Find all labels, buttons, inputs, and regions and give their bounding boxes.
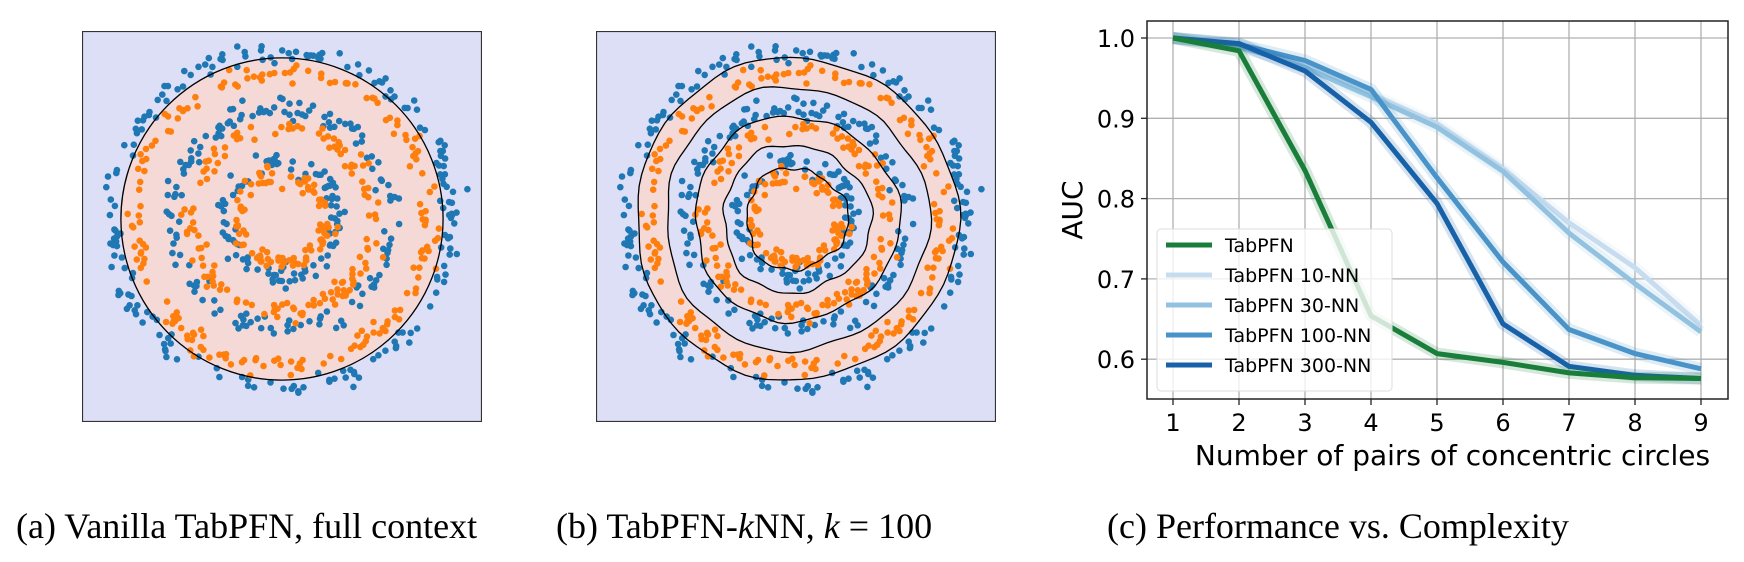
- caption-b-k: k: [737, 506, 754, 546]
- line-tabpfn-300-nn: [1172, 35, 1702, 381]
- svg-text:8: 8: [1627, 409, 1642, 437]
- x-axis-label: Number of pairs of concentric circles: [1195, 439, 1710, 472]
- svg-text:2: 2: [1231, 409, 1246, 437]
- decision-regions: [120, 57, 444, 381]
- x-axis-ticks: 1 2 3 4 5 6 7 8 9: [1165, 399, 1709, 437]
- legend-label: TabPFN 30-NN: [1224, 295, 1359, 317]
- decision-boundary: [120, 57, 444, 381]
- panel-a-decision-boundary-plot: [82, 31, 482, 422]
- legend-label: TabPFN 10-NN: [1224, 265, 1359, 287]
- svg-text:3: 3: [1297, 409, 1312, 437]
- scatter-points: [103, 43, 471, 397]
- svg-text:0.8: 0.8: [1097, 186, 1135, 214]
- y-axis-label: AUC: [1056, 180, 1089, 239]
- svg-text:6: 6: [1495, 409, 1510, 437]
- svg-text:0.9: 0.9: [1097, 105, 1135, 133]
- panel-c-auc-line-chart: 1 2 3 4 5 6 7 8 9 0.6 0.7 0.8 0.9 1.0 Number of pairs …: [1056, 20, 1729, 472]
- caption-b: (b) TabPFN-kNN, k = 100: [556, 505, 932, 547]
- svg-text:1: 1: [1165, 409, 1180, 437]
- legend-label: TabPFN 100-NN: [1224, 325, 1371, 347]
- panel-b-decision-boundary-plot: [596, 31, 996, 422]
- plot-frame: [82, 31, 482, 422]
- plot-frame: [596, 31, 996, 422]
- svg-text:0.6: 0.6: [1097, 346, 1135, 374]
- decision-boundary: [637, 56, 962, 381]
- y-axis-ticks: 0.6 0.7 0.8 0.9 1.0: [1097, 25, 1147, 374]
- svg-text:9: 9: [1693, 409, 1708, 437]
- legend: TabPFN TabPFN 10-NN TabPFN 30-NN TabPFN 100…: [1156, 228, 1393, 392]
- svg-text:1.0: 1.0: [1097, 25, 1135, 53]
- series-lines: [1171, 32, 1705, 385]
- svg-text:0.7: 0.7: [1097, 266, 1135, 294]
- line-tabpfn: [1172, 35, 1702, 381]
- caption-c: (c) Performance vs. Complexity: [1107, 506, 1569, 546]
- legend-label: TabPFN 300-NN: [1224, 355, 1371, 377]
- legend-label: TabPFN: [1224, 235, 1294, 257]
- svg-text:5: 5: [1429, 409, 1444, 437]
- caption-b-k2: k: [823, 506, 840, 546]
- caption-b-prefix: (b) TabPFN-: [556, 506, 738, 546]
- caption-b-suffix: = 100: [839, 506, 933, 546]
- caption-a: (a) Vanilla TabPFN, full context: [16, 506, 478, 546]
- line-tabpfn-100-nn: [1172, 35, 1702, 372]
- caption-b-mid: NN,: [753, 506, 824, 546]
- svg-text:7: 7: [1561, 409, 1576, 437]
- svg-text:4: 4: [1363, 409, 1378, 437]
